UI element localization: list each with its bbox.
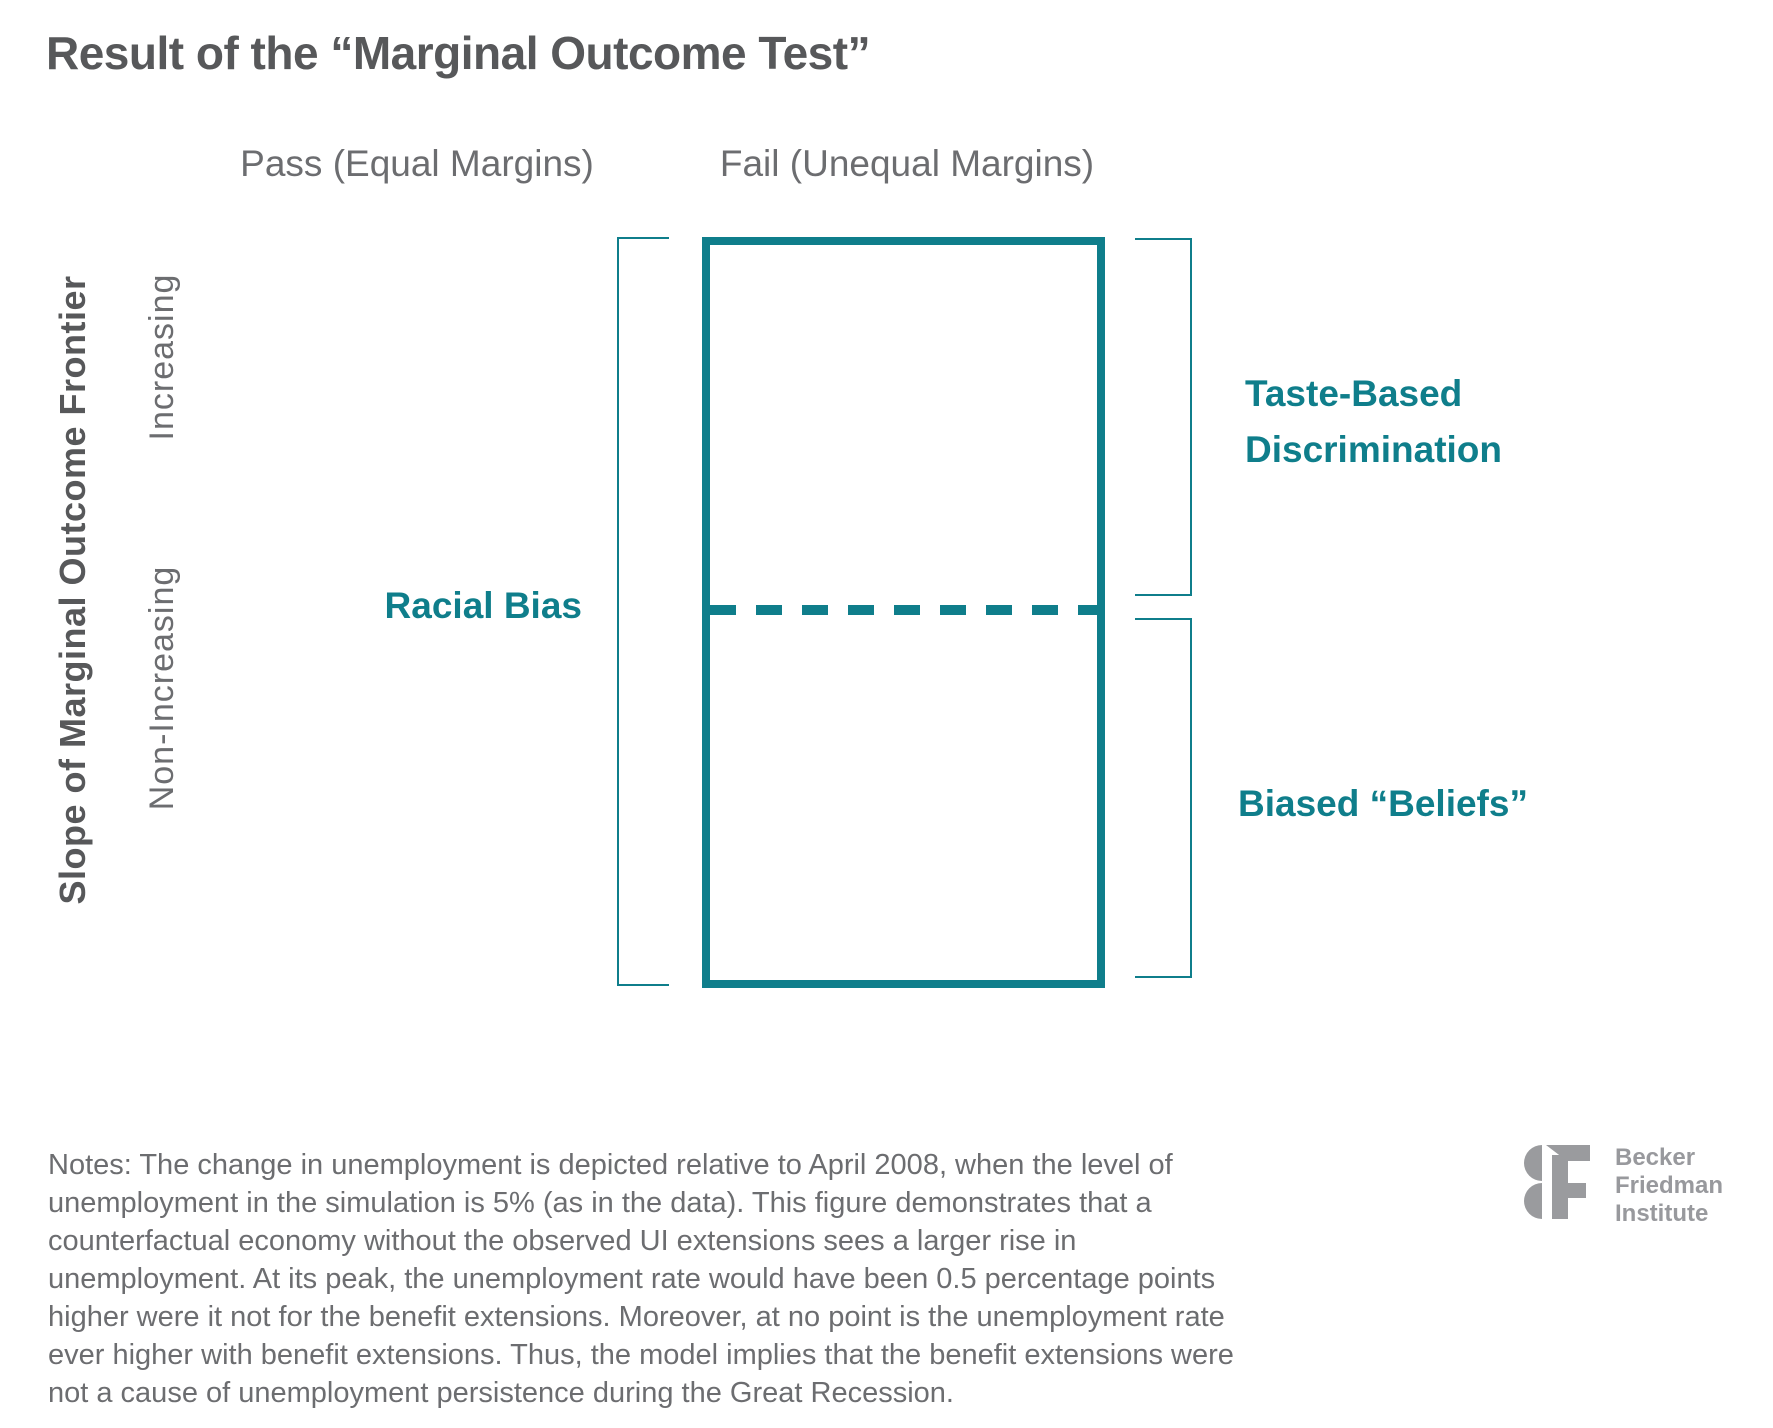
taste-based-discrimination-label: Taste-Based Discrimination	[1245, 366, 1502, 478]
notes-line: not a cause of unemployment persistence …	[48, 1377, 954, 1409]
notes-line: ever higher with benefit extensions. Thu…	[48, 1339, 1234, 1371]
discrimination-line: Discrimination	[1245, 429, 1502, 470]
notes-line: unemployment in the simulation is 5% (as…	[48, 1187, 1152, 1219]
racial-bias-label: Racial Bias	[384, 585, 582, 626]
notes-line: Notes: The change in unemployment is dep…	[48, 1149, 1173, 1181]
logo-wordmark: Becker Friedman Institute	[1615, 1144, 1723, 1228]
logo-line: Friedman	[1615, 1172, 1724, 1199]
bf-monogram-icon	[1524, 1145, 1590, 1219]
logo-line: Institute	[1615, 1200, 1709, 1227]
notes-line: higher were it not for the benefit exten…	[48, 1301, 1225, 1333]
figure-title: Result of the “Marginal Outcome Test”	[46, 27, 871, 79]
taste-based-bracket	[1135, 238, 1192, 596]
dashed-divider-line	[710, 605, 1100, 615]
y-axis-label: Slope of Marginal Outcome Frontier	[52, 275, 93, 905]
biased-beliefs-label: Biased “Beliefs”	[1238, 783, 1528, 824]
biased-beliefs-bracket	[1135, 618, 1192, 978]
column-header-fail: Fail (Unequal Margins)	[719, 143, 1095, 184]
notes-line: counterfactual economy without the obser…	[48, 1225, 1077, 1257]
becker-friedman-logo: Becker Friedman Institute	[1516, 1142, 1723, 1228]
fail-column-box	[702, 237, 1105, 988]
notes-paragraph: Notes: The change in unemployment is dep…	[48, 1146, 1234, 1412]
taste-based-line: Taste-Based	[1245, 373, 1463, 414]
notes-line: unemployment. At its peak, the unemploym…	[48, 1263, 1216, 1295]
y-axis-lower-label: Non-Increasing	[143, 565, 181, 811]
pass-column-bracket	[617, 237, 669, 986]
column-header-pass: Pass (Equal Margins)	[240, 143, 594, 184]
logo-line: Becker	[1615, 1144, 1696, 1171]
y-axis-upper-label: Increasing	[143, 273, 181, 441]
